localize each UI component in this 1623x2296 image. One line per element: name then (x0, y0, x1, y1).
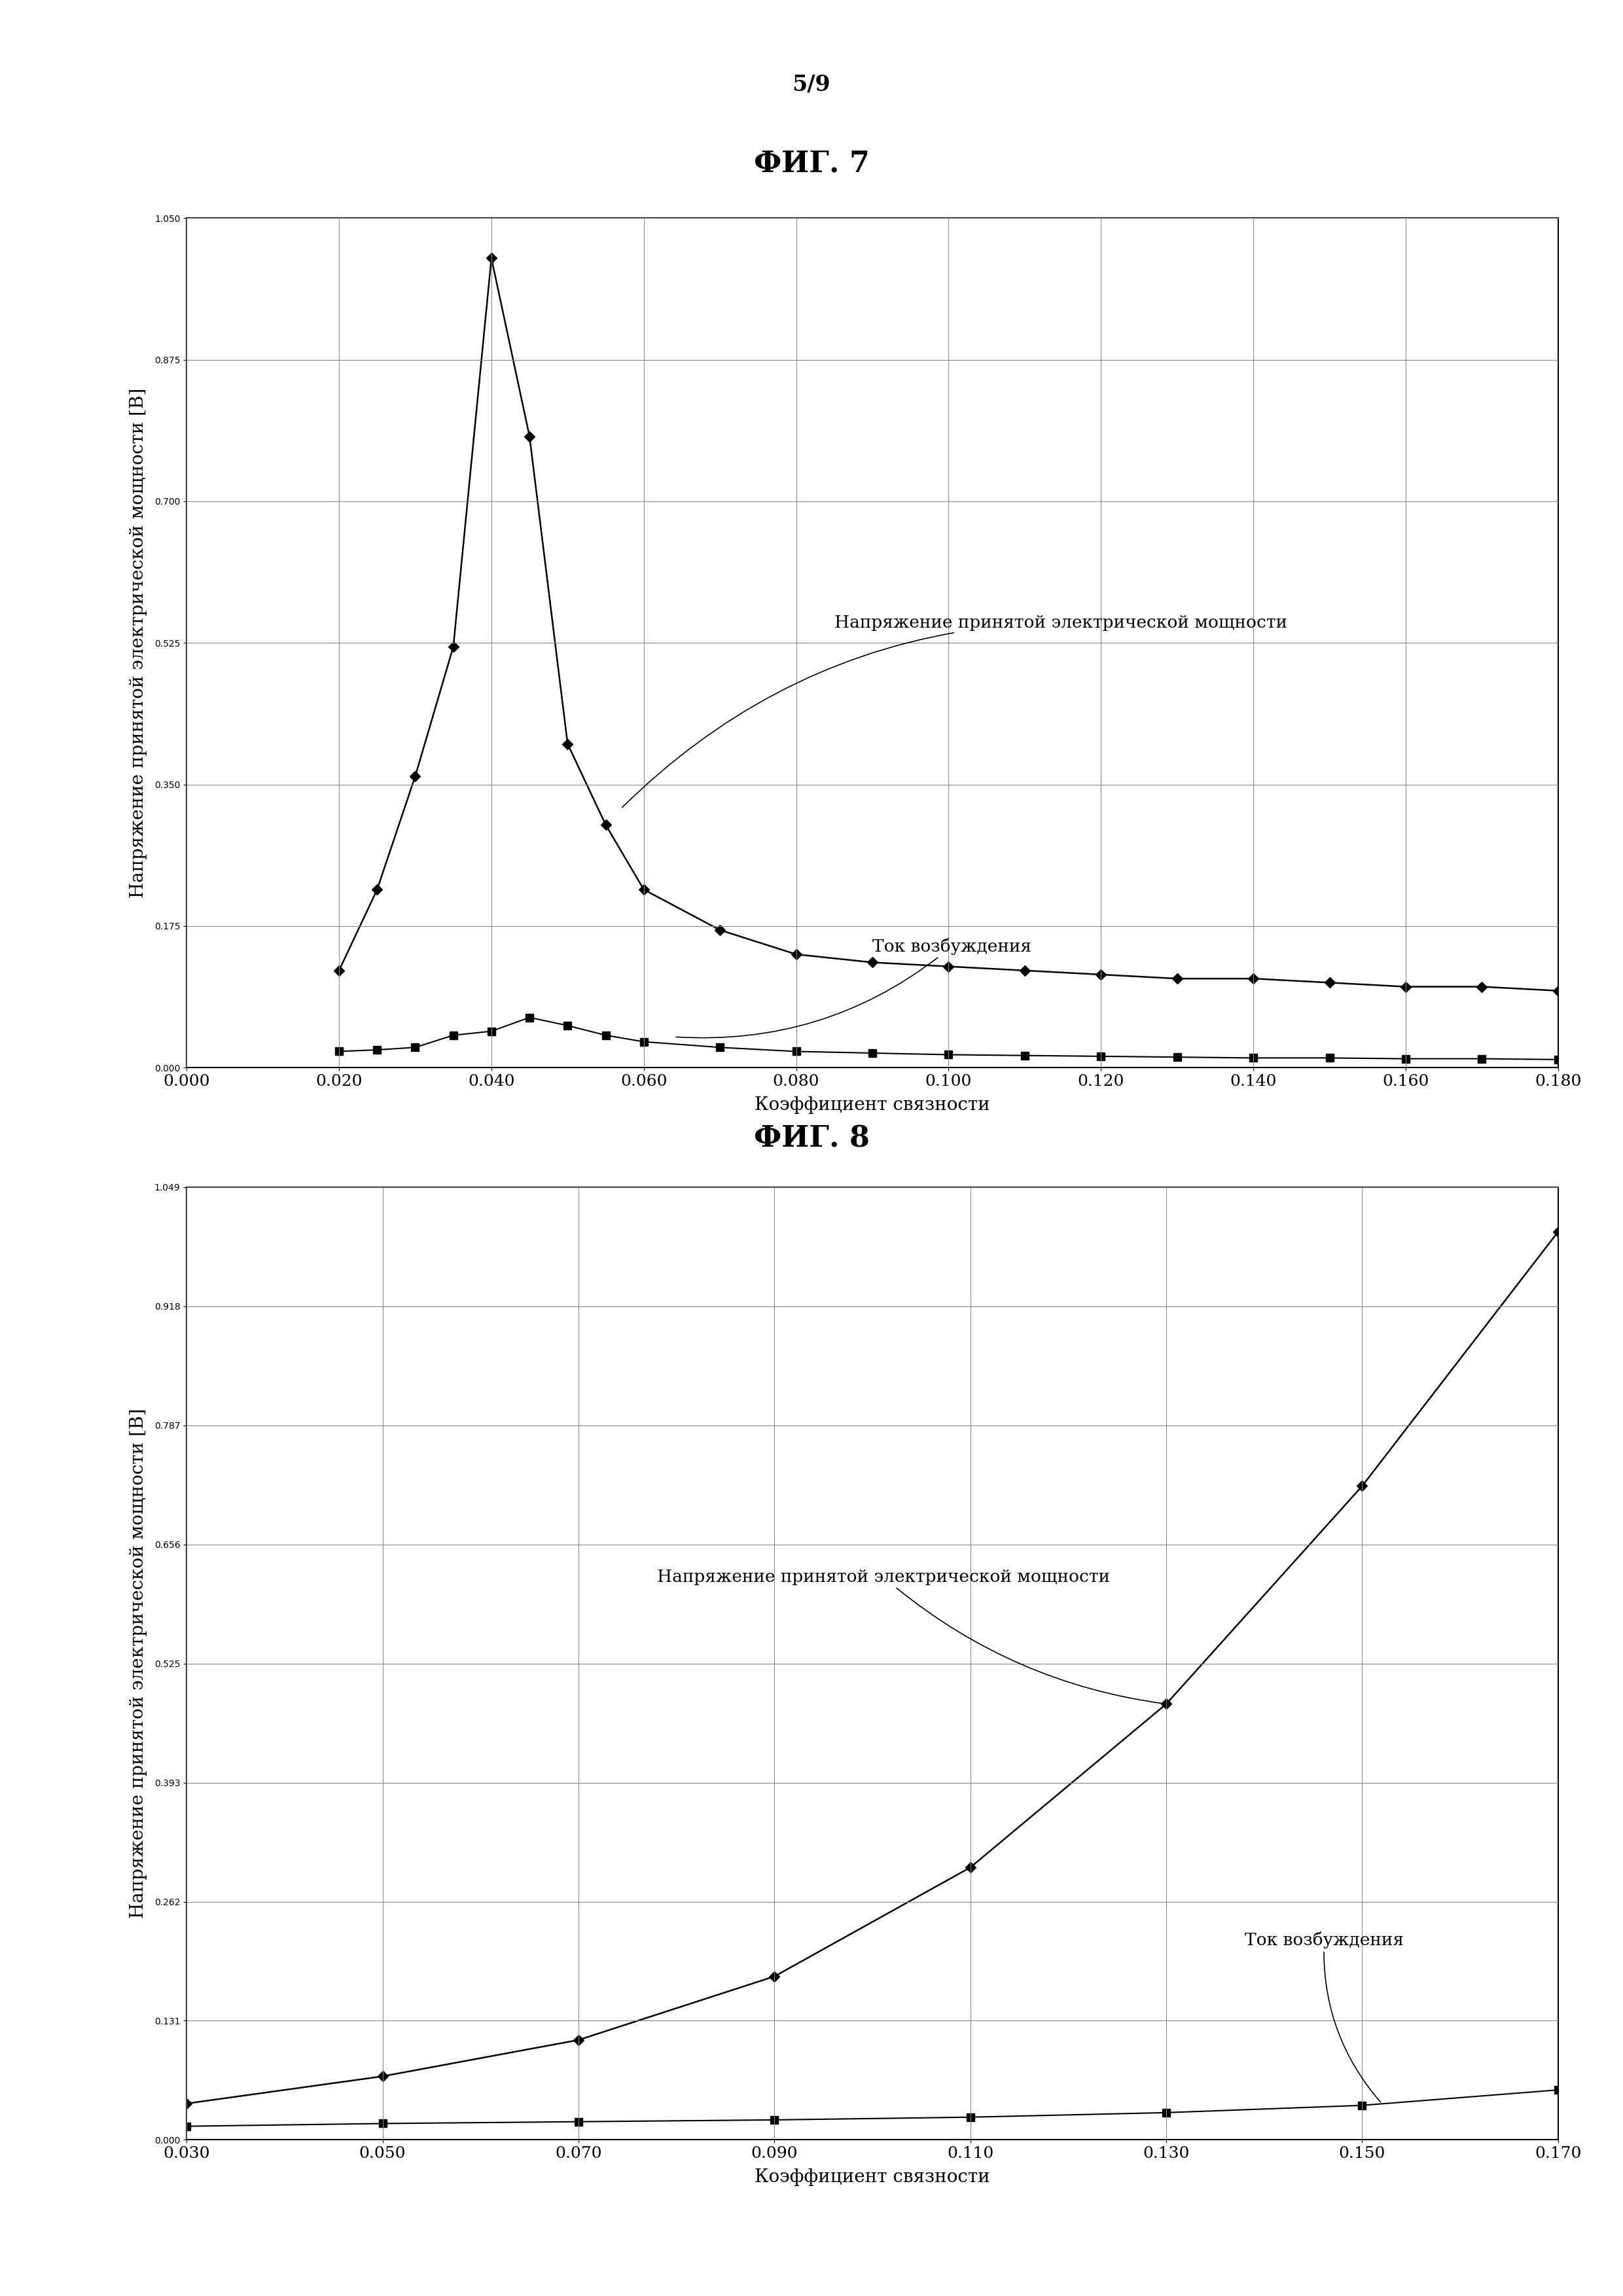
Text: Напряжение принятой электрической мощности: Напряжение принятой электрической мощнос… (657, 1568, 1164, 1704)
X-axis label: Коэффициент связности: Коэффициент связности (755, 2167, 990, 2186)
Text: 5/9: 5/9 (792, 73, 831, 94)
Text: ФИГ. 8: ФИГ. 8 (753, 1125, 870, 1153)
Text: Ток возбуждения: Ток возбуждения (677, 937, 1031, 1038)
Text: ФИГ. 7: ФИГ. 7 (753, 149, 870, 177)
Text: Напряжение принятой электрической мощности: Напряжение принятой электрической мощнос… (622, 615, 1287, 808)
Text: Ток возбуждения: Ток возбуждения (1245, 1931, 1404, 2103)
X-axis label: Коэффициент связности: Коэффициент связности (755, 1095, 990, 1114)
Y-axis label: Напряжение принятой электрической мощности [В]: Напряжение принятой электрической мощнос… (130, 1407, 148, 1919)
Y-axis label: Напряжение принятой электрической мощности [В]: Напряжение принятой электрической мощнос… (130, 388, 148, 898)
